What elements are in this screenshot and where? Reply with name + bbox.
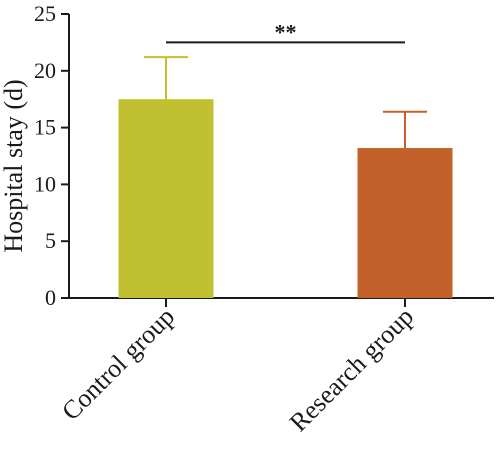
bar xyxy=(118,99,214,298)
x-tick-label: Control group xyxy=(56,302,180,426)
error-bars xyxy=(144,56,427,149)
bar xyxy=(357,148,453,298)
y-tick-label: 25 xyxy=(34,1,56,26)
significance-annotation: ** xyxy=(166,19,405,44)
x-tick-label: Research group xyxy=(284,302,419,437)
error-bar xyxy=(144,56,188,100)
y-ticks: 0 5 10 15 20 25 xyxy=(34,1,69,310)
y-tick-label: 10 xyxy=(34,171,56,196)
y-tick-label: 15 xyxy=(34,115,56,140)
y-tick-label: 0 xyxy=(45,285,56,310)
x-ticks: Control group Research group xyxy=(56,298,419,437)
bars xyxy=(118,99,453,298)
error-bar xyxy=(383,110,427,149)
y-axis-label: Hospital stay (d) xyxy=(0,79,28,252)
significance-label: ** xyxy=(275,19,297,44)
y-tick-label: 20 xyxy=(34,58,56,83)
y-tick-label: 5 xyxy=(45,228,56,253)
